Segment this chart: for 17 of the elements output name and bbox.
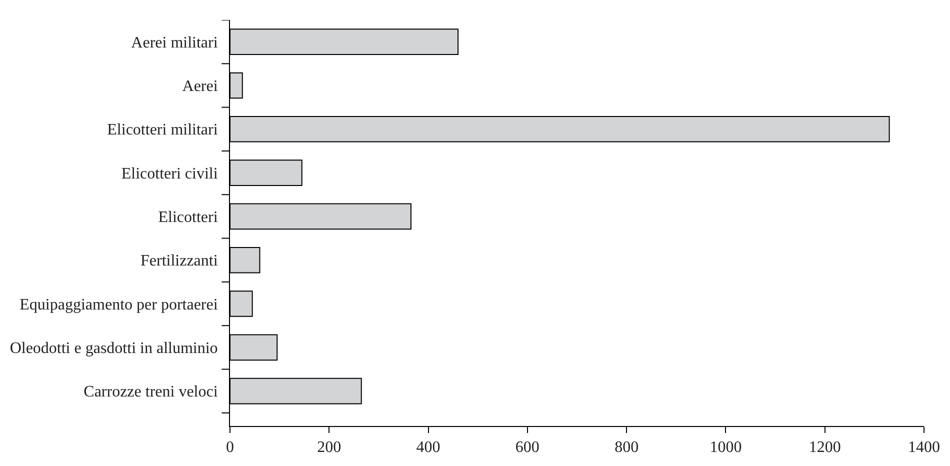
x-tick-label: 0: [226, 439, 234, 456]
x-tick-label: 400: [416, 439, 440, 456]
y-tick-label: Equipaggiamento per portaerei: [20, 296, 218, 314]
x-tick-label: 600: [515, 439, 540, 456]
x-tick-label: 1400: [908, 439, 940, 456]
x-tick-label: 200: [317, 439, 342, 456]
y-tick-label: Elicotteri militari: [107, 122, 218, 139]
y-tick-label: Aerei: [182, 78, 218, 96]
x-tick-label: 1000: [710, 439, 742, 456]
y-tick-label: Aerei militari: [131, 34, 218, 52]
x-tick-label: 800: [614, 439, 639, 456]
y-tick-label: Elicotteri: [158, 209, 218, 226]
y-tick-label: Carrozze treni veloci: [84, 384, 218, 401]
y-tick-label: Elicotteri civili: [121, 165, 218, 182]
y-tick-label: Fertilizzanti: [140, 252, 218, 270]
x-tick-label: 1200: [808, 439, 841, 456]
y-tick-label: Oleodotti e gasdotti in alluminio: [10, 340, 218, 358]
